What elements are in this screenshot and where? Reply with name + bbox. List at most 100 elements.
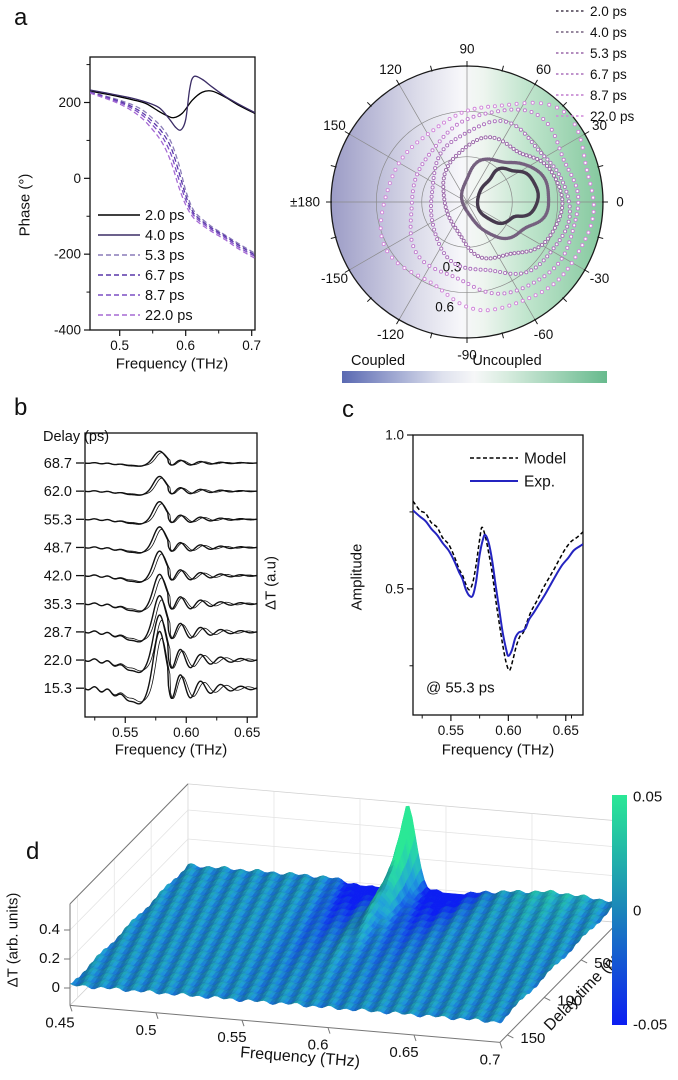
loop-dot bbox=[542, 154, 547, 159]
loop-dot bbox=[434, 284, 439, 289]
loop-dot bbox=[430, 218, 435, 223]
loop-dot bbox=[548, 160, 553, 165]
loop-dot bbox=[473, 267, 478, 272]
loop-dot bbox=[434, 161, 439, 166]
loop-dot bbox=[508, 271, 513, 276]
loop-dot bbox=[488, 135, 493, 140]
loop-dot bbox=[503, 271, 508, 276]
loop-dot bbox=[537, 262, 542, 267]
delay-label: 55.3 bbox=[44, 512, 72, 528]
loop-dot bbox=[556, 218, 561, 223]
loop-dot bbox=[476, 254, 481, 259]
series-line bbox=[90, 92, 255, 258]
loop-dot bbox=[479, 105, 484, 110]
loop-dot bbox=[509, 107, 514, 112]
plot-frame bbox=[84, 432, 258, 718]
loop-dot bbox=[520, 250, 525, 255]
loop-dot bbox=[411, 183, 416, 188]
loop-dot bbox=[513, 271, 518, 276]
loop-dot bbox=[571, 178, 576, 183]
waveform-model bbox=[85, 599, 257, 642]
loop-dot bbox=[573, 217, 578, 222]
loop-dot bbox=[561, 157, 566, 162]
loop-dot bbox=[466, 282, 471, 287]
loop-dot bbox=[555, 180, 560, 185]
loop-dot bbox=[580, 243, 585, 248]
loop-dot bbox=[429, 213, 434, 218]
loop-dot bbox=[538, 158, 543, 163]
loop-dot bbox=[439, 246, 444, 251]
loop-dot bbox=[535, 156, 540, 161]
loop-dot bbox=[566, 167, 571, 172]
delay-label: 35.3 bbox=[44, 597, 72, 613]
loop-dot bbox=[431, 222, 436, 227]
loop-dot bbox=[432, 171, 437, 176]
loop-dot bbox=[509, 121, 514, 126]
loop-dot bbox=[535, 112, 540, 117]
loop-dot bbox=[552, 133, 557, 138]
loop-dot bbox=[547, 166, 552, 171]
loop-dot bbox=[555, 140, 560, 145]
loop-dot bbox=[541, 116, 546, 121]
c-xlabel: Frequency (THz) bbox=[441, 741, 555, 759]
loop-dot bbox=[486, 104, 491, 109]
loop-dot bbox=[565, 224, 570, 229]
legend-label: Exp. bbox=[524, 474, 555, 491]
loop-dot bbox=[514, 288, 519, 293]
loop-dot bbox=[409, 270, 414, 275]
polar-angle-label: -60 bbox=[534, 327, 554, 342]
loop-dot bbox=[541, 258, 546, 263]
loop-dot bbox=[526, 283, 531, 288]
legend-item: 6.7 ps bbox=[98, 268, 185, 284]
legend-label: 4.0 ps bbox=[590, 25, 627, 40]
loop-dot bbox=[410, 194, 415, 199]
loop-dot bbox=[548, 233, 553, 238]
loop-dot bbox=[536, 147, 541, 152]
loop-dot bbox=[558, 214, 563, 219]
loop-dot bbox=[507, 303, 512, 308]
loop-dot bbox=[556, 277, 561, 282]
loop-dot bbox=[575, 206, 580, 211]
loop-dot bbox=[552, 225, 557, 230]
loop-dot bbox=[531, 155, 536, 160]
x-tick-label: 0.55 bbox=[112, 725, 138, 740]
phase-xlabel: Frequency (THz) bbox=[115, 355, 229, 373]
loop-dot bbox=[423, 157, 428, 162]
charts-svg: 0.5 0.6 0.7 200 0 -200 -400 2.0 ps 4.0 ps 5.3 ps 6… bbox=[44, 4, 635, 740]
loop-dot bbox=[518, 127, 523, 132]
loop-dot bbox=[504, 141, 509, 146]
loop-dot bbox=[409, 200, 414, 205]
loop-dot bbox=[521, 152, 526, 157]
loop-dot bbox=[576, 200, 581, 205]
loop-dot bbox=[400, 155, 405, 160]
loop-dot bbox=[502, 291, 507, 296]
polar-tick bbox=[597, 236, 604, 239]
legend-label: 2.0 ps bbox=[590, 4, 627, 19]
loop-dot bbox=[462, 131, 467, 136]
loop-dot bbox=[441, 147, 446, 152]
loop-dot bbox=[573, 183, 578, 188]
loop-dot bbox=[549, 170, 554, 175]
loop-dot bbox=[554, 222, 559, 227]
loop-dot bbox=[454, 122, 459, 127]
waveform-exp bbox=[85, 573, 257, 613]
x-tick-label: 0.65 bbox=[234, 725, 260, 740]
loop-dot bbox=[536, 195, 540, 199]
amplitude-plot: 0.55 0.60 0.65 1.0 0.5 Model Exp. bbox=[385, 428, 584, 738]
loop-dot bbox=[500, 305, 505, 310]
loop-dot bbox=[539, 290, 544, 295]
x-tick-label: 0.55 bbox=[438, 723, 464, 738]
loop-dot bbox=[556, 172, 561, 177]
loop-dot bbox=[492, 135, 497, 140]
loop-dot bbox=[420, 162, 425, 167]
loop-dot bbox=[431, 175, 436, 180]
loop-dot bbox=[580, 145, 585, 150]
stacked-waveform-plot: 0.55 0.60 0.65 68.7 62.0 55.3 48.7 42.0 35.3 28.7… bbox=[44, 432, 260, 740]
loop-dot bbox=[559, 256, 564, 261]
amplitude-series bbox=[413, 500, 583, 672]
polar-tick bbox=[501, 65, 504, 72]
loop-dot bbox=[498, 270, 503, 275]
loop-dot bbox=[471, 114, 476, 119]
loop-dot bbox=[453, 113, 458, 118]
loop-dot bbox=[567, 204, 572, 209]
